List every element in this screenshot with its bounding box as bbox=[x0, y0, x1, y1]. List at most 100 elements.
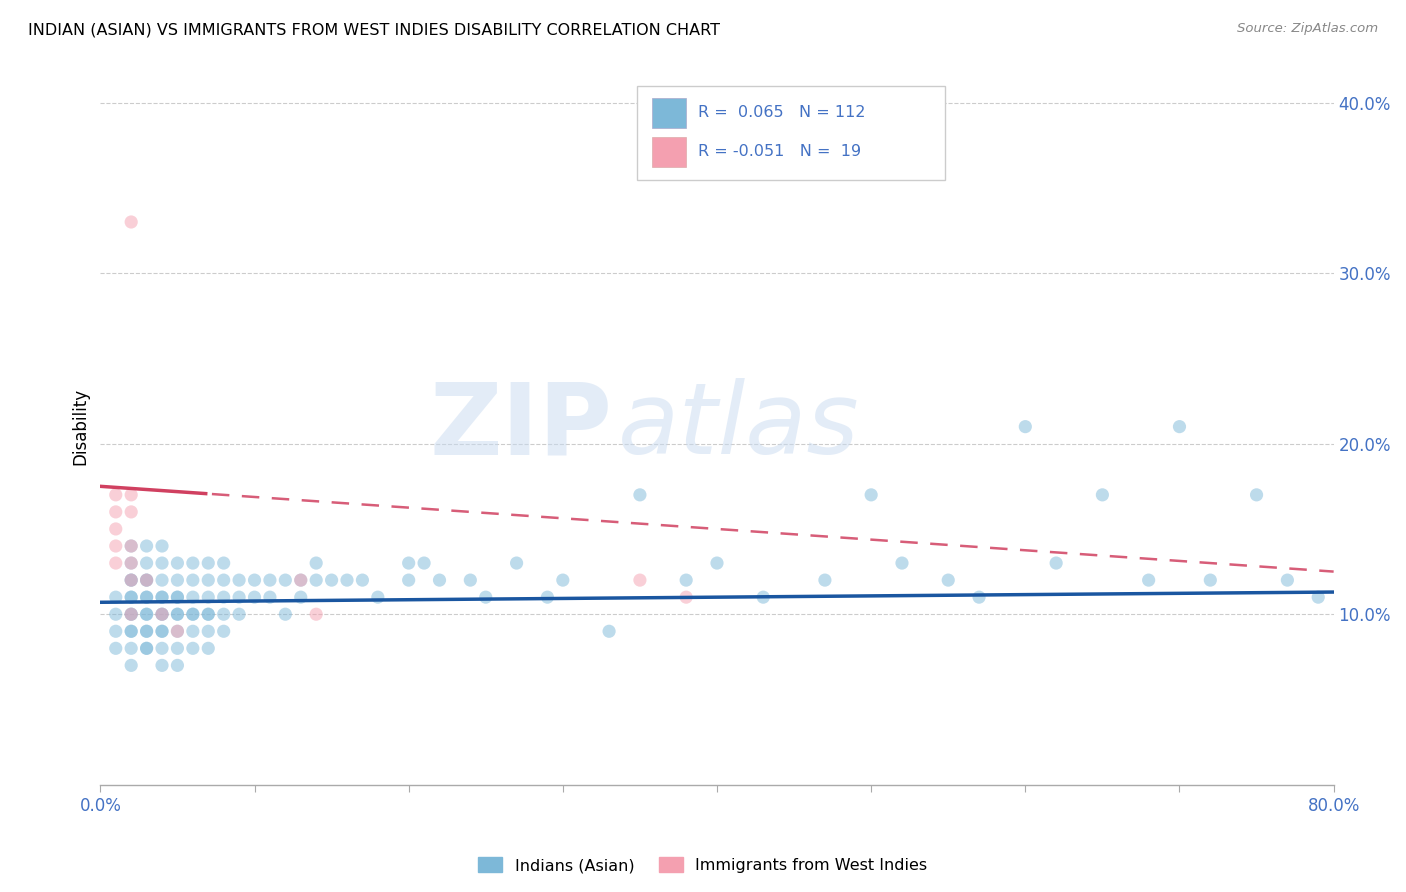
Point bbox=[197, 573, 219, 587]
Point bbox=[474, 590, 496, 604]
Point bbox=[135, 573, 157, 587]
Point bbox=[1014, 419, 1036, 434]
Point bbox=[259, 590, 281, 604]
Point bbox=[120, 607, 142, 622]
Point bbox=[120, 539, 142, 553]
Point bbox=[398, 573, 420, 587]
Point bbox=[166, 556, 188, 570]
Point bbox=[290, 573, 312, 587]
Point bbox=[120, 556, 142, 570]
Point bbox=[706, 556, 728, 570]
Point bbox=[197, 624, 219, 639]
Point bbox=[860, 488, 883, 502]
Point bbox=[120, 215, 142, 229]
Point bbox=[967, 590, 990, 604]
Point bbox=[1045, 556, 1067, 570]
Point bbox=[166, 573, 188, 587]
Point bbox=[150, 624, 173, 639]
Point bbox=[413, 556, 436, 570]
Point bbox=[460, 573, 482, 587]
Point bbox=[104, 488, 127, 502]
Text: Source: ZipAtlas.com: Source: ZipAtlas.com bbox=[1237, 22, 1378, 36]
Point bbox=[228, 573, 250, 587]
Point bbox=[228, 607, 250, 622]
Point bbox=[274, 573, 297, 587]
Point bbox=[305, 573, 328, 587]
Point bbox=[367, 590, 389, 604]
Point bbox=[212, 590, 235, 604]
Point bbox=[274, 607, 297, 622]
Point bbox=[135, 590, 157, 604]
FancyBboxPatch shape bbox=[651, 136, 686, 167]
Point bbox=[305, 607, 328, 622]
Point bbox=[1246, 488, 1268, 502]
Point bbox=[120, 590, 142, 604]
Point bbox=[398, 556, 420, 570]
Point bbox=[135, 607, 157, 622]
Point bbox=[104, 590, 127, 604]
Point bbox=[135, 624, 157, 639]
Point bbox=[166, 607, 188, 622]
Point bbox=[197, 556, 219, 570]
Point bbox=[197, 607, 219, 622]
Point bbox=[536, 590, 558, 604]
Point bbox=[104, 556, 127, 570]
Point bbox=[120, 607, 142, 622]
Point bbox=[104, 539, 127, 553]
Point bbox=[505, 556, 527, 570]
Point bbox=[135, 607, 157, 622]
Text: ZIP: ZIP bbox=[429, 378, 612, 475]
Point bbox=[120, 590, 142, 604]
Point bbox=[166, 641, 188, 656]
Point bbox=[891, 556, 914, 570]
Point bbox=[104, 522, 127, 536]
Point bbox=[259, 573, 281, 587]
Point bbox=[166, 590, 188, 604]
Point bbox=[135, 641, 157, 656]
Point bbox=[135, 624, 157, 639]
Point bbox=[197, 590, 219, 604]
Point bbox=[197, 607, 219, 622]
Point bbox=[228, 590, 250, 604]
Point bbox=[212, 624, 235, 639]
Point bbox=[1277, 573, 1299, 587]
Point bbox=[120, 556, 142, 570]
Point bbox=[150, 590, 173, 604]
Point bbox=[135, 556, 157, 570]
Point bbox=[181, 624, 204, 639]
Point bbox=[104, 624, 127, 639]
Point bbox=[1137, 573, 1160, 587]
Point bbox=[135, 590, 157, 604]
Point bbox=[814, 573, 837, 587]
Point bbox=[166, 624, 188, 639]
Point bbox=[166, 624, 188, 639]
Point bbox=[181, 556, 204, 570]
Point bbox=[352, 573, 374, 587]
Point bbox=[120, 505, 142, 519]
Point bbox=[628, 488, 651, 502]
Point bbox=[150, 607, 173, 622]
Point bbox=[150, 573, 173, 587]
Point bbox=[150, 590, 173, 604]
Point bbox=[936, 573, 959, 587]
Point bbox=[120, 624, 142, 639]
Point bbox=[598, 624, 620, 639]
Point bbox=[290, 590, 312, 604]
Point bbox=[305, 556, 328, 570]
Point bbox=[675, 590, 697, 604]
Point bbox=[150, 641, 173, 656]
Point bbox=[150, 624, 173, 639]
Point bbox=[212, 556, 235, 570]
Point bbox=[166, 607, 188, 622]
Point bbox=[150, 556, 173, 570]
Point bbox=[120, 573, 142, 587]
Point bbox=[120, 607, 142, 622]
Point bbox=[243, 590, 266, 604]
Point bbox=[120, 539, 142, 553]
Point bbox=[120, 641, 142, 656]
Point bbox=[120, 624, 142, 639]
Point bbox=[181, 607, 204, 622]
Point bbox=[181, 573, 204, 587]
Point bbox=[120, 573, 142, 587]
Y-axis label: Disability: Disability bbox=[72, 388, 89, 466]
